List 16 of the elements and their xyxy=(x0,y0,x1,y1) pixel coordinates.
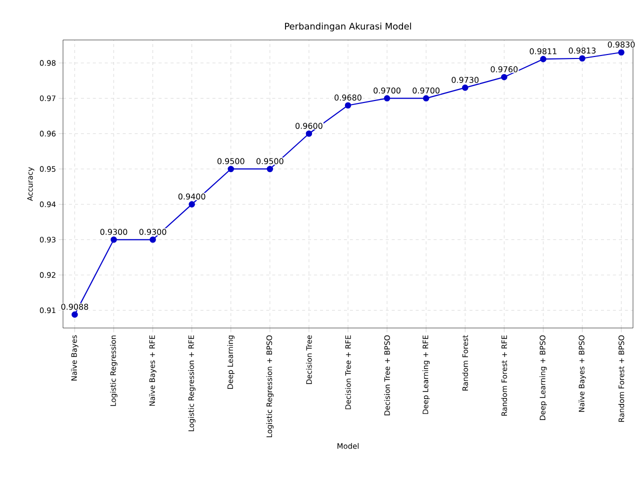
point xyxy=(150,236,156,243)
point xyxy=(618,49,624,56)
chart-title: Perbandingan Akurasi Model xyxy=(285,22,411,32)
point xyxy=(188,201,195,208)
point xyxy=(384,95,390,102)
point xyxy=(579,55,586,62)
point xyxy=(462,84,468,91)
point xyxy=(344,102,352,108)
point xyxy=(266,166,274,172)
point xyxy=(72,311,78,318)
point xyxy=(501,74,508,80)
point xyxy=(306,130,312,137)
point xyxy=(228,166,234,172)
point xyxy=(422,95,430,102)
point xyxy=(540,56,546,62)
point xyxy=(110,236,117,243)
